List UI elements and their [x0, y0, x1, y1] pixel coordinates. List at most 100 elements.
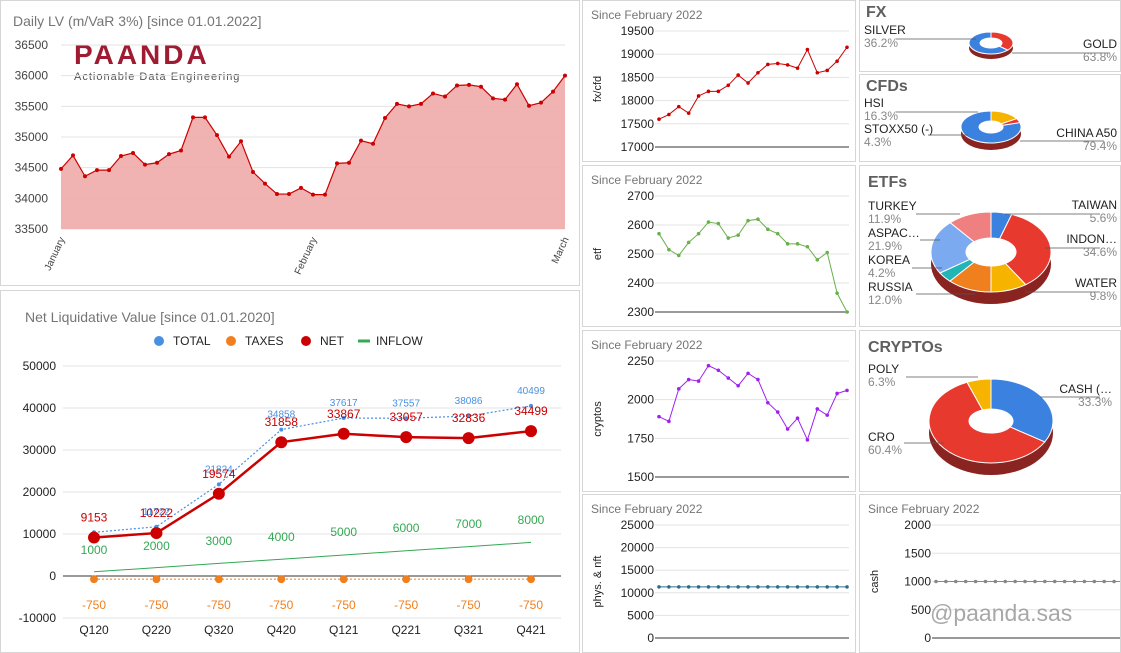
data-point — [347, 160, 351, 165]
inflow-data-label: 4000 — [268, 530, 295, 544]
data-point — [179, 148, 183, 153]
data-point — [825, 250, 830, 255]
taxes-data-label: -750 — [207, 598, 231, 612]
y-tick-label: 10000 — [621, 586, 655, 600]
x-tick-label: January — [43, 236, 68, 273]
data-point — [407, 104, 411, 109]
taxes-data-label: -750 — [457, 598, 481, 612]
taxes-point — [527, 575, 535, 584]
data-point — [706, 89, 711, 94]
data-point — [167, 152, 171, 157]
slice-label: KOREA — [868, 253, 910, 267]
inflow-data-label: 5000 — [330, 525, 357, 539]
data-point — [746, 371, 750, 376]
y-tick-label: 2600 — [627, 218, 654, 232]
x-tick-label: Q320 — [204, 623, 234, 637]
data-point — [71, 153, 75, 158]
data-point — [155, 160, 159, 165]
net-data-label: 31858 — [265, 415, 299, 429]
total-line — [93, 405, 532, 533]
y-tick-label: 1750 — [627, 431, 654, 445]
net-data-label: 19574 — [202, 467, 236, 481]
net-point — [275, 436, 288, 449]
x-tick-label: Q321 — [454, 623, 484, 637]
inflow-line — [93, 541, 532, 573]
data-point — [311, 192, 315, 197]
x-tick-label: March — [550, 236, 572, 266]
data-point — [1023, 579, 1027, 584]
y-tick-label: 0 — [924, 631, 931, 645]
data-point — [775, 410, 780, 414]
series-line — [658, 218, 848, 313]
net-point — [462, 432, 475, 445]
total-data-label: 37617 — [330, 398, 358, 409]
data-point — [551, 89, 555, 94]
data-point — [251, 169, 255, 174]
y-tick-label: 25000 — [621, 518, 655, 532]
y-tick-label: 2000 — [904, 518, 931, 532]
taxes-point — [214, 575, 223, 584]
net-line — [93, 429, 532, 539]
series-line — [658, 365, 848, 442]
slice-label: GOLD — [1083, 37, 1117, 51]
data-point — [383, 115, 387, 120]
donut-hole — [980, 38, 1002, 48]
etf-title: Since February 2022 — [591, 173, 703, 187]
y-tick-label: 2000 — [627, 393, 654, 407]
data-point — [805, 47, 810, 52]
slice-pct: 33.3% — [1078, 395, 1112, 409]
data-point — [726, 83, 731, 88]
taxes-data-label: -750 — [269, 598, 293, 612]
data-point — [215, 133, 219, 138]
data-point — [1102, 579, 1107, 584]
y-tick-label: 40000 — [23, 401, 57, 415]
cfds-title: CFDs — [866, 78, 908, 95]
net-data-label: 33057 — [389, 410, 423, 424]
data-point — [775, 585, 780, 589]
net-point — [212, 487, 225, 500]
net-point — [150, 527, 163, 540]
data-point — [815, 70, 820, 75]
slice-label: POLY — [868, 362, 899, 376]
data-point — [359, 138, 363, 143]
data-point — [371, 141, 375, 146]
data-point — [1072, 579, 1077, 584]
cryptos-pie-title: CRYPTOs — [868, 339, 943, 356]
total-point — [466, 414, 471, 419]
data-point — [756, 217, 760, 221]
y-tick-label: 2700 — [627, 189, 654, 203]
total-point — [279, 427, 284, 432]
y-tick-label: 18500 — [621, 70, 655, 84]
slice-label: INDON… — [1066, 232, 1117, 246]
cryptos-panel: Since February 2022 1500 1750 2000 2250 cryp… — [582, 330, 856, 492]
total-data-label: 21824 — [205, 464, 233, 475]
data-point — [953, 579, 958, 584]
cash-panel: Since February 2022 0 500 1000 1500 2000 cash — [859, 494, 1121, 653]
data-point — [756, 585, 760, 589]
slice-pct: 9.8% — [1090, 289, 1118, 303]
etf-chart: 2300 2400 2500 2600 2700 etf — [592, 189, 849, 319]
slice-pct: 12.0% — [868, 293, 902, 307]
y-tick-label: 36500 — [15, 38, 49, 52]
slice-pct: 5.6% — [1090, 211, 1118, 225]
cash-chart: 0 500 1000 1500 2000 cash — [869, 518, 1120, 645]
data-point — [835, 391, 839, 396]
data-point — [825, 413, 830, 417]
data-point — [131, 150, 135, 155]
data-point — [676, 104, 681, 109]
data-point — [676, 585, 681, 589]
data-point — [491, 96, 495, 101]
taxes-point — [464, 575, 473, 584]
slice-label: CHINA A50 — [1056, 126, 1117, 140]
taxes-point — [402, 575, 411, 584]
legend-label: NET — [320, 334, 345, 348]
data-point — [766, 585, 770, 589]
y-tick-label: 2400 — [627, 276, 654, 290]
data-point — [667, 247, 671, 252]
data-point — [825, 585, 830, 589]
data-point — [83, 174, 87, 179]
data-point — [795, 66, 800, 70]
data-point — [467, 82, 471, 87]
data-point — [835, 585, 839, 589]
